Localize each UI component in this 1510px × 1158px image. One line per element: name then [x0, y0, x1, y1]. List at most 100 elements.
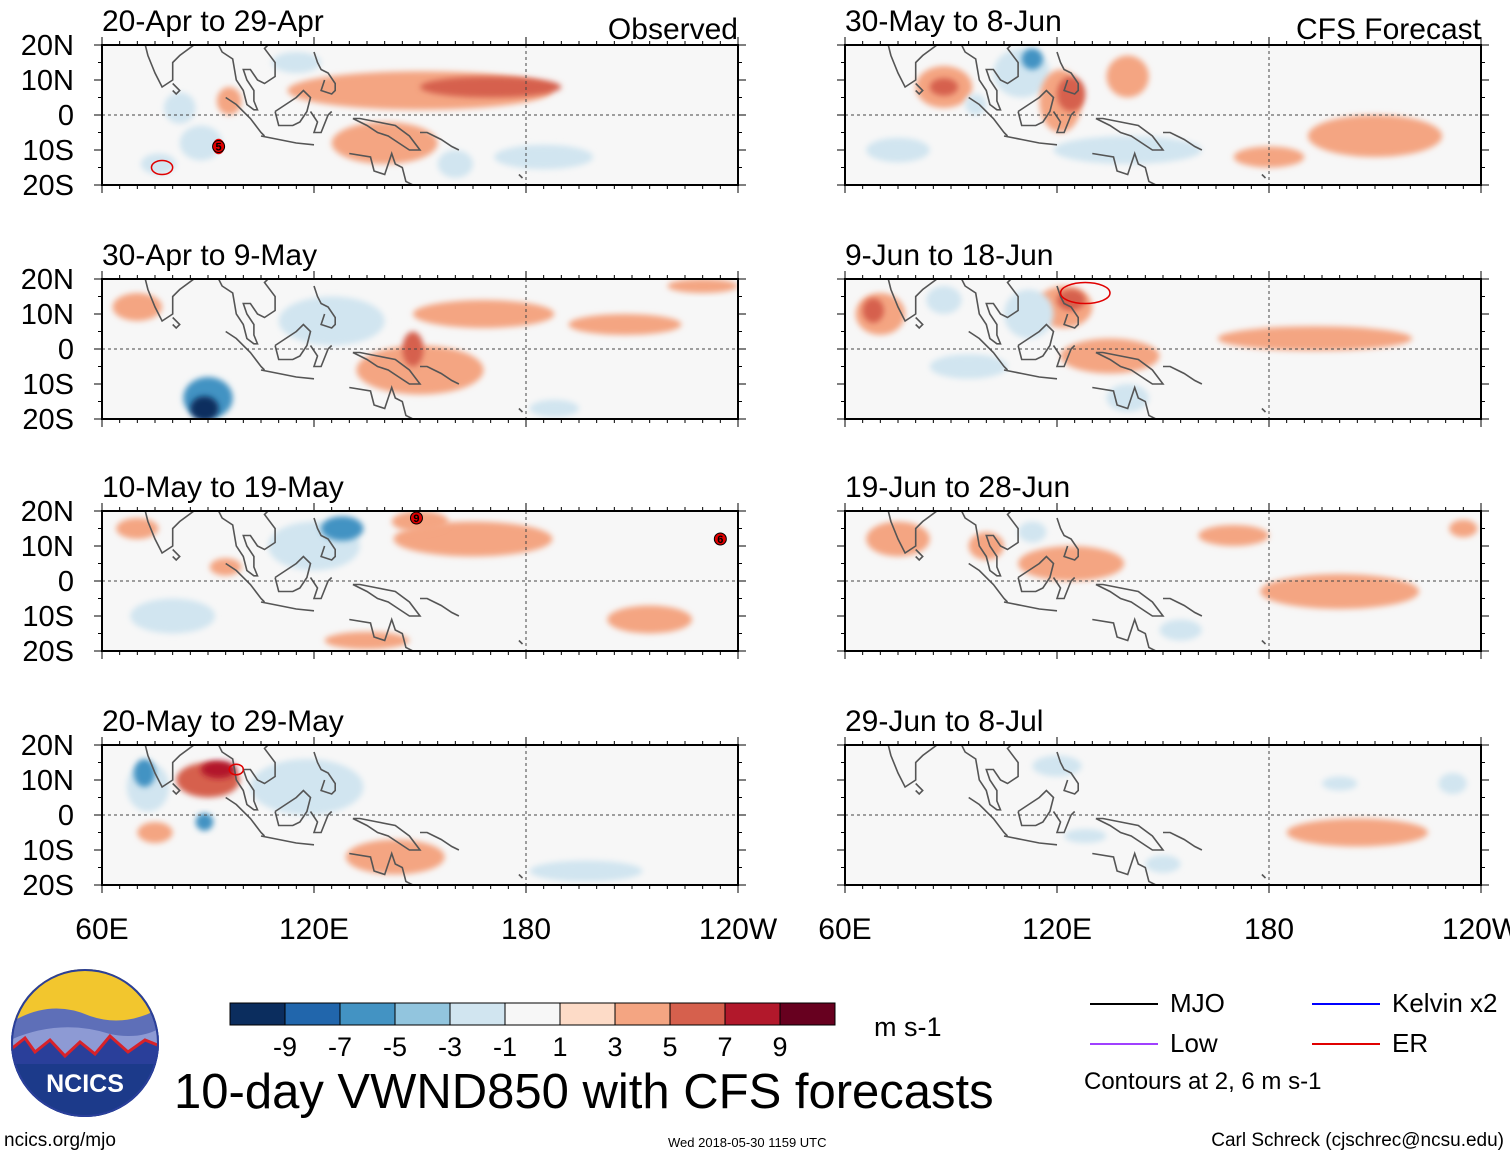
footer-link[interactable]: ncics.org/mjo — [4, 1130, 116, 1151]
coastline-3 — [225, 96, 266, 137]
coastline-13 — [318, 269, 322, 273]
anomaly-region-11 — [1057, 76, 1086, 112]
anomaly-region-8 — [195, 813, 214, 831]
colorbar-tick-5: 5 — [662, 1032, 677, 1062]
anomaly-region-5 — [1217, 326, 1413, 351]
panel-7: 19-Jun to 28-Jun — [837, 471, 1489, 659]
er-contour-1 — [150, 159, 174, 176]
ncics-logo: NCICS — [11, 969, 159, 1117]
anomaly-region-9 — [402, 331, 424, 367]
legend-line-er — [1312, 1043, 1380, 1045]
colorbar: -9 -7 -5 -3 -1 1 3 5 7 9 — [229, 1002, 836, 1062]
coastline-2 — [217, 511, 276, 577]
tc-marker — [212, 140, 226, 153]
coastline-7 — [1095, 117, 1165, 151]
anomaly-region-10 — [862, 298, 884, 323]
coastline-10 — [1163, 365, 1203, 385]
anomaly-region-6 — [1438, 773, 1467, 794]
colorbar-swatch-1 — [229, 1002, 286, 1026]
coastline-15 — [518, 173, 524, 179]
coastline-10 — [420, 831, 460, 851]
anomaly-region-7 — [667, 279, 738, 293]
anomaly-region-7 — [216, 87, 242, 115]
anomaly-region-9 — [965, 94, 987, 115]
tc-symbol-2: 6 — [713, 532, 727, 546]
x-tick-label-120E: 120E — [279, 913, 349, 946]
coastline-8 — [1092, 151, 1157, 185]
x-tick-label-60E: 60E — [75, 913, 128, 946]
anomaly-region-1 — [1286, 818, 1428, 847]
panel-title: 9-Jun to 18-Jun — [845, 239, 1053, 272]
panel-6-field — [845, 279, 1481, 419]
coastline-7 — [1095, 817, 1165, 851]
panel-title: 20-May to 29-May — [102, 705, 344, 738]
coastline-1 — [887, 45, 939, 89]
panel-7-field — [845, 511, 1481, 651]
coastline-1 — [144, 279, 196, 323]
coastline-8 — [349, 385, 414, 419]
anomaly-region-5 — [437, 150, 474, 178]
coastline-8 — [349, 151, 414, 185]
panel-title: 20-Apr to 29-Apr — [102, 5, 324, 38]
coastline-2 — [217, 279, 276, 345]
anomaly-region-2 — [250, 759, 364, 815]
coastline-5 — [274, 323, 312, 361]
colorbar-swatch-8 — [614, 1002, 671, 1026]
panel-5: 30-May to 8-Jun CFS Forecast — [837, 5, 1489, 193]
legend-line-mjo — [1090, 1003, 1158, 1005]
anomaly-region-6 — [568, 314, 682, 335]
anomaly-region-7 — [1307, 115, 1443, 157]
anomaly-region-6 — [140, 153, 177, 175]
panel-3-field: 96 — [102, 511, 738, 651]
colorbar-tick--9: -9 — [273, 1032, 297, 1062]
anomaly-region-4 — [130, 598, 216, 634]
anomaly-region-4 — [112, 293, 163, 321]
y-tick-label-20S: 20S — [22, 170, 74, 202]
y-tick-label-20N: 20N — [21, 264, 74, 296]
coastline-6 — [1052, 810, 1076, 834]
coastline-4 — [1003, 601, 1058, 612]
coastline-12 — [915, 82, 924, 96]
coastline-2 — [217, 745, 276, 811]
coastline-4 — [260, 835, 315, 846]
coastline-4 — [260, 369, 315, 380]
anomaly-region-8 — [1449, 519, 1478, 538]
panel-6: 9-Jun to 18-Jun — [837, 239, 1489, 427]
colorbar-tick--7: -7 — [328, 1032, 352, 1062]
anomaly-region-9 — [271, 52, 322, 73]
colorbar-tick-9: 9 — [772, 1032, 787, 1062]
coastline-2 — [217, 45, 276, 111]
colorbar-swatch-7 — [559, 1002, 616, 1026]
y-tick-label-0: 0 — [58, 800, 74, 832]
coastline-6 — [1052, 344, 1076, 368]
x-tick-label-180: 180 — [501, 913, 551, 946]
column-header-2: CFS Forecast — [1296, 13, 1482, 46]
er-contour-1 — [228, 763, 245, 776]
panel-1-field: 5 — [102, 45, 738, 185]
coastline-12 — [172, 782, 181, 796]
coastline-7 — [352, 583, 422, 617]
x-tick-label-120W: 120W — [1442, 913, 1510, 946]
y-tick-label-10S: 10S — [22, 135, 74, 167]
y-tick-label-20S: 20S — [22, 870, 74, 902]
panel-4-field — [102, 745, 738, 885]
y-tick-label-20S: 20S — [22, 636, 74, 668]
anomaly-region-2 — [1145, 855, 1181, 873]
coastline-13 — [1061, 735, 1065, 739]
coastline-7 — [352, 117, 422, 151]
panel-title: 30-Apr to 9-May — [102, 239, 317, 272]
y-tick-label-10N: 10N — [21, 299, 74, 331]
anomaly-region-4 — [926, 286, 962, 314]
colorbar-tick-3: 3 — [607, 1032, 622, 1062]
coastline-12 — [915, 316, 924, 330]
coastline-9 — [1056, 285, 1079, 329]
y-tick-label-20N: 20N — [21, 496, 74, 528]
colorbar-tick--1: -1 — [493, 1032, 517, 1062]
anomaly-region-9 — [200, 760, 237, 779]
anomaly-region-2 — [412, 300, 555, 328]
anomaly-region-9 — [1057, 289, 1086, 311]
coastline-9 — [313, 517, 336, 561]
